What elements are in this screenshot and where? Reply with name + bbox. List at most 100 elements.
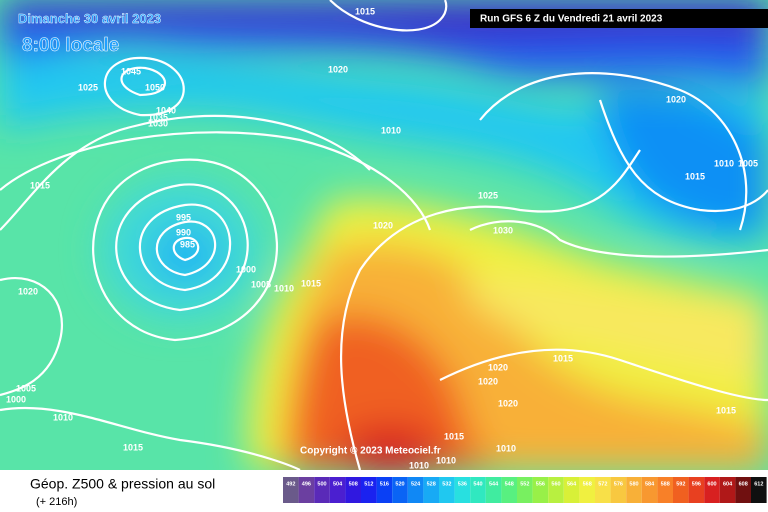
isobar-label: 1015: [30, 180, 50, 190]
scale-swatch: [673, 477, 689, 503]
scale-swatch: [751, 477, 767, 503]
isobar-label: 1040: [156, 105, 176, 115]
isobar-label: 1045: [121, 66, 141, 76]
scale-swatch: [548, 477, 564, 503]
time: 8:00 locale: [22, 35, 119, 56]
scale-label: 604: [723, 481, 733, 487]
scale-swatch: [719, 477, 736, 503]
isobar-label: 1010: [436, 455, 456, 465]
isobar-label: 1015: [123, 442, 143, 452]
isobar-label: 990: [176, 227, 191, 237]
scale-swatch: [532, 477, 549, 503]
scale-swatch: [298, 477, 315, 503]
scale-swatch: [641, 477, 658, 503]
scale-label: 492: [286, 481, 295, 487]
field: [0, 0, 768, 470]
scale-swatch: [361, 477, 377, 503]
scale-swatch: [626, 477, 642, 503]
scale-label: 536: [458, 481, 467, 487]
isobar-label: 1020: [666, 94, 686, 104]
isobars: [0, 0, 768, 470]
isobar-label: 1010: [381, 125, 401, 135]
isobar-label: 1010: [274, 283, 294, 293]
isobar-label: 1005: [251, 279, 271, 289]
isobar-label: 1005: [16, 383, 36, 393]
scale-label: 496: [302, 481, 311, 487]
date: Dimanche 30 avril 2023: [18, 11, 161, 26]
scale-swatch: [579, 477, 595, 503]
scale-label: 552: [520, 481, 529, 487]
scale-swatch: [407, 477, 424, 503]
isobar-label: 1020: [498, 398, 518, 408]
scale-label: 520: [395, 481, 404, 487]
scale-swatch: [517, 477, 533, 503]
isobar-labels: 1015102010451050102510401035103010101020…: [6, 6, 758, 470]
isobar-label: 1025: [478, 190, 498, 200]
isobar-label: 995: [176, 212, 191, 222]
isobar-label: 1000: [236, 264, 256, 274]
scale-swatch: [454, 477, 471, 503]
isobar-label: 1020: [488, 362, 508, 372]
isobar-label: 985: [180, 239, 195, 249]
isobar-label: 1015: [716, 405, 736, 415]
isobar-label: 1020: [373, 220, 393, 230]
scale-swatch: [470, 477, 486, 503]
scale-label: 524: [411, 481, 421, 487]
footer-subtitle: (+ 216h): [36, 496, 77, 508]
scale-swatch: [345, 477, 361, 503]
scale-swatch: [423, 477, 439, 503]
footer-title: Géop. Z500 & pression au sol: [30, 476, 215, 492]
scale-label: 556: [536, 481, 545, 487]
scale-label: 580: [629, 481, 638, 487]
isobar-label: 1015: [301, 278, 321, 288]
isobar-label: 1010: [53, 412, 73, 422]
scale-label: 564: [567, 481, 577, 487]
scale-swatch: [501, 477, 517, 503]
scale-swatch: [735, 477, 751, 503]
isobar-label: 1000: [6, 394, 26, 404]
scale-swatch: [392, 477, 408, 503]
scale-label: 540: [473, 481, 482, 487]
scale-swatch: [704, 477, 720, 503]
scale-label: 576: [614, 481, 623, 487]
scale-label: 612: [754, 481, 763, 487]
run-text: Run GFS 6 Z du Vendredi 21 avril 2023: [480, 14, 663, 25]
scale-label: 588: [661, 481, 670, 487]
scale-swatch: [595, 477, 611, 503]
scale-label: 508: [349, 481, 358, 487]
isobar-label: 1030: [148, 118, 168, 128]
scale-swatch: [376, 477, 393, 503]
scale-swatch: [485, 477, 502, 503]
scale-label: 528: [427, 481, 436, 487]
isobar-label: 1010: [409, 460, 429, 470]
scale-label: 544: [489, 481, 499, 487]
scale-swatch: [283, 477, 299, 503]
scale-swatch: [314, 477, 330, 503]
scale-swatch: [563, 477, 580, 503]
isobar-label: 1015: [553, 353, 573, 363]
scale-swatch: [439, 477, 455, 503]
scale-label: 592: [676, 481, 685, 487]
isobar-label: 1015: [444, 431, 464, 441]
scale-label: 568: [583, 481, 592, 487]
isobar-label: 1010: [496, 443, 516, 453]
scale-swatch: [657, 477, 673, 503]
isobar-label: 1030: [493, 225, 513, 235]
scale-label: 600: [707, 481, 716, 487]
scale-label: 500: [317, 481, 326, 487]
scale-label: 572: [598, 481, 607, 487]
isobar-label: 1015: [355, 6, 375, 16]
scale-label: 512: [364, 481, 373, 487]
scale-label: 532: [442, 481, 451, 487]
isobar-label: 1020: [328, 64, 348, 74]
copyright: Copyright © 2023 Meteociel.fr: [300, 446, 441, 457]
isobar-label: 1020: [18, 286, 38, 296]
isobar-label: 1005: [738, 158, 758, 168]
isobar-label: 1020: [478, 376, 498, 386]
isobar-label: 1035: [148, 112, 168, 122]
scale-label: 608: [739, 481, 748, 487]
scale-label: 584: [645, 481, 655, 487]
scale-swatch: [329, 477, 346, 503]
scale-label: 516: [380, 481, 389, 487]
